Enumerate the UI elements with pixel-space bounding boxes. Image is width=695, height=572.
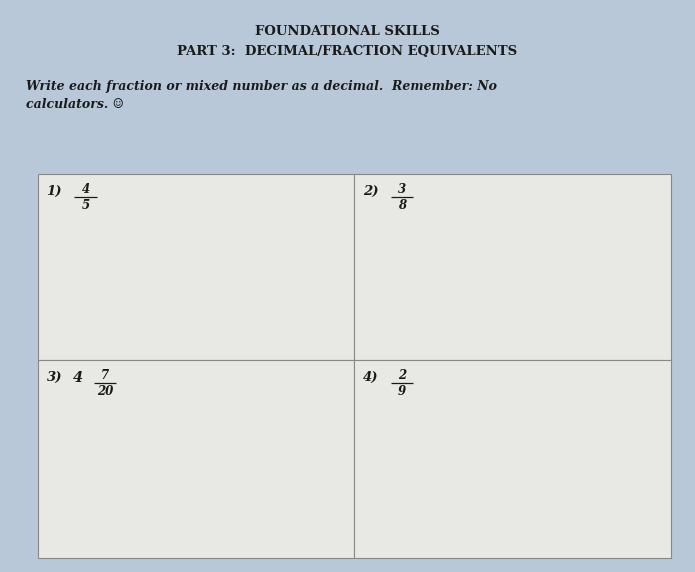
Text: 2: 2 (398, 368, 406, 382)
Text: 1): 1) (47, 185, 62, 198)
Text: 3): 3) (47, 371, 62, 384)
Bar (38, 174, 354, 360)
Text: 4: 4 (81, 182, 90, 196)
Text: 2): 2) (363, 185, 378, 198)
Bar (38, 360, 354, 558)
Text: 7: 7 (101, 368, 109, 382)
Text: 4: 4 (73, 371, 83, 384)
Text: 3: 3 (398, 182, 406, 196)
Text: 20: 20 (97, 385, 113, 398)
Text: Write each fraction or mixed number as a decimal.  Remember: No: Write each fraction or mixed number as a… (26, 80, 498, 93)
Text: 5: 5 (81, 199, 90, 212)
Text: calculators. ☺: calculators. ☺ (26, 98, 124, 112)
Text: 4): 4) (363, 371, 378, 384)
Bar (354, 360, 671, 558)
Text: FOUNDATIONAL SKILLS: FOUNDATIONAL SKILLS (255, 25, 440, 38)
Text: 9: 9 (398, 385, 406, 398)
Bar (354, 174, 671, 360)
Text: PART 3:  DECIMAL/FRACTION EQUIVALENTS: PART 3: DECIMAL/FRACTION EQUIVALENTS (177, 45, 518, 58)
Text: 8: 8 (398, 199, 406, 212)
